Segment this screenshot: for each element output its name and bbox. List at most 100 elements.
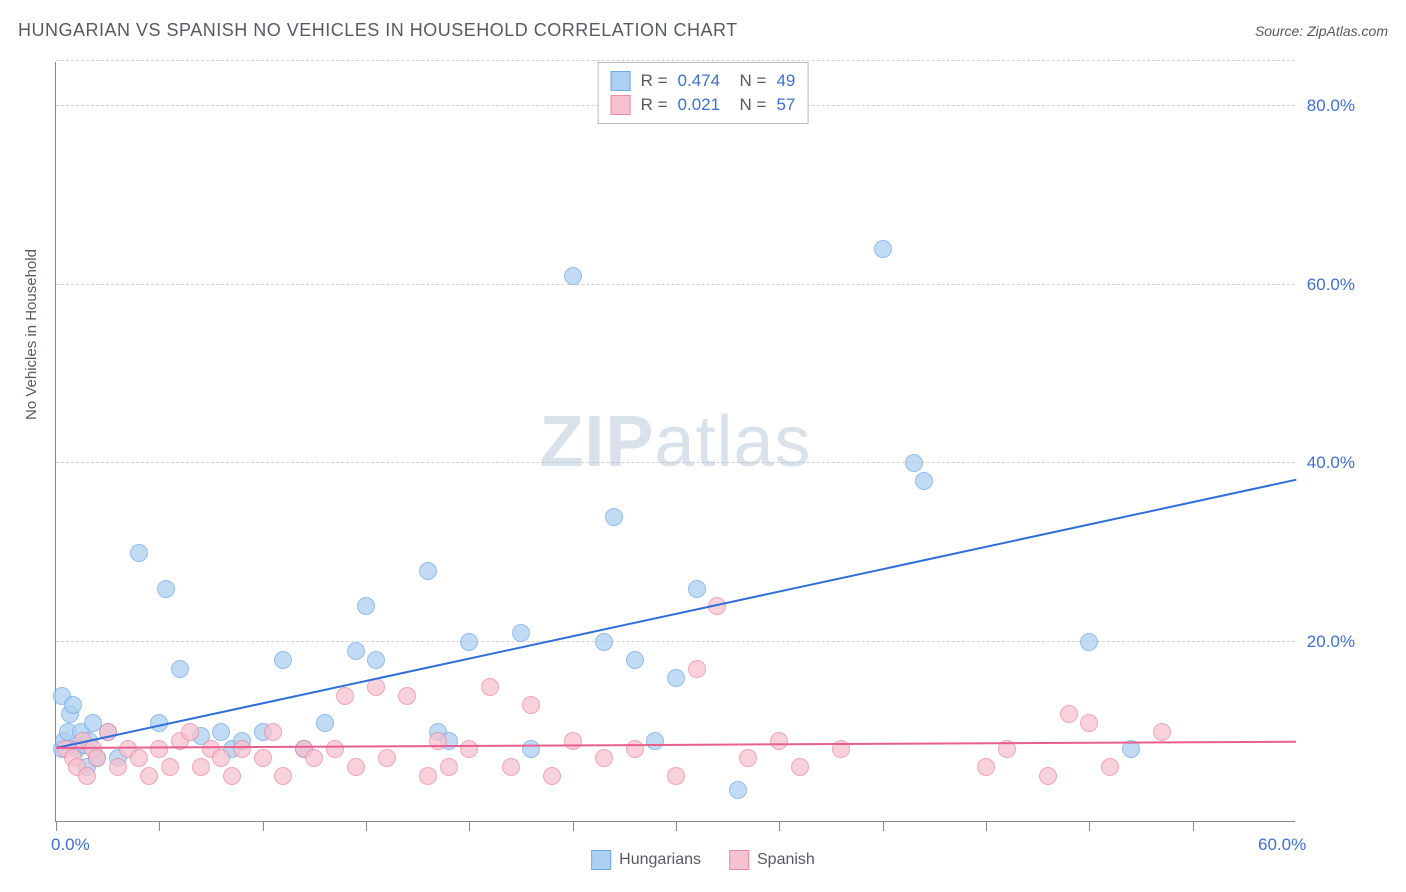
data-point — [481, 678, 499, 696]
legend-n-value: 57 — [776, 95, 795, 115]
x-tick — [1193, 821, 1194, 831]
x-tick — [573, 821, 574, 831]
data-point — [181, 723, 199, 741]
x-tick — [263, 821, 264, 831]
data-point — [264, 723, 282, 741]
data-point — [440, 758, 458, 776]
data-point — [791, 758, 809, 776]
data-point — [512, 624, 530, 642]
data-point — [316, 714, 334, 732]
legend-swatch — [591, 850, 611, 870]
data-point — [130, 544, 148, 562]
data-point — [212, 749, 230, 767]
x-tick — [676, 821, 677, 831]
gridline — [56, 60, 1295, 61]
data-point — [254, 749, 272, 767]
data-point — [564, 732, 582, 750]
data-point — [739, 749, 757, 767]
data-point — [274, 651, 292, 669]
legend-series-name: Hungarians — [619, 851, 701, 869]
data-point — [905, 454, 923, 472]
legend-swatch — [611, 95, 631, 115]
data-point — [419, 562, 437, 580]
legend-swatch — [729, 850, 749, 870]
data-point — [595, 633, 613, 651]
data-point — [543, 767, 561, 785]
data-point — [109, 758, 127, 776]
data-point — [1080, 714, 1098, 732]
x-tick — [883, 821, 884, 831]
data-point — [667, 669, 685, 687]
x-tick — [159, 821, 160, 831]
y-tick-label: 40.0% — [1307, 453, 1355, 473]
legend-r-label: R = — [641, 71, 668, 91]
data-point — [1153, 723, 1171, 741]
y-tick-label: 60.0% — [1307, 275, 1355, 295]
stats-legend: R =0.474N =49R =0.021N =57 — [598, 62, 809, 124]
x-tick — [779, 821, 780, 831]
data-point — [688, 660, 706, 678]
x-tick-label: 0.0% — [51, 835, 90, 855]
data-point — [326, 740, 344, 758]
chart-title: HUNGARIAN VS SPANISH NO VEHICLES IN HOUS… — [18, 20, 738, 41]
data-point — [398, 687, 416, 705]
data-point — [1039, 767, 1057, 785]
gridline — [56, 462, 1295, 463]
data-point — [140, 767, 158, 785]
data-point — [977, 758, 995, 776]
data-point — [78, 767, 96, 785]
y-tick-label: 80.0% — [1307, 96, 1355, 116]
data-point — [171, 660, 189, 678]
data-point — [522, 740, 540, 758]
data-point — [367, 651, 385, 669]
legend-item: Spanish — [729, 850, 815, 870]
data-point — [688, 580, 706, 598]
legend-swatch — [611, 71, 631, 91]
data-point — [502, 758, 520, 776]
data-point — [212, 723, 230, 741]
data-point — [233, 740, 251, 758]
data-point — [64, 696, 82, 714]
data-point — [130, 749, 148, 767]
data-point — [88, 749, 106, 767]
x-tick-label: 60.0% — [1258, 835, 1306, 855]
data-point — [223, 767, 241, 785]
legend-r-label: R = — [641, 95, 668, 115]
data-point — [347, 642, 365, 660]
gridline — [56, 284, 1295, 285]
data-point — [347, 758, 365, 776]
data-point — [667, 767, 685, 785]
data-point — [192, 758, 210, 776]
source-attribution: Source: ZipAtlas.com — [1255, 23, 1388, 39]
y-axis-label: No Vehicles in Household — [23, 249, 40, 420]
data-point — [874, 240, 892, 258]
data-point — [336, 687, 354, 705]
data-point — [522, 696, 540, 714]
data-point — [605, 508, 623, 526]
data-point — [595, 749, 613, 767]
data-point — [1060, 705, 1078, 723]
series-legend: Hungarians Spanish — [591, 850, 815, 870]
scatter-plot-area: ZIPatlas 20.0%40.0%60.0%80.0%0.0%60.0% — [55, 62, 1295, 822]
data-point — [150, 740, 168, 758]
data-point — [378, 749, 396, 767]
legend-series-name: Spanish — [757, 851, 815, 869]
legend-row: R =0.021N =57 — [611, 93, 796, 117]
data-point — [460, 633, 478, 651]
x-tick — [469, 821, 470, 831]
x-tick — [986, 821, 987, 831]
data-point — [646, 732, 664, 750]
data-point — [770, 732, 788, 750]
legend-r-value: 0.474 — [678, 71, 730, 91]
data-point — [357, 597, 375, 615]
trend-line — [56, 479, 1296, 749]
data-point — [305, 749, 323, 767]
data-point — [729, 781, 747, 799]
x-tick — [1089, 821, 1090, 831]
legend-n-label: N = — [740, 71, 767, 91]
legend-row: R =0.474N =49 — [611, 69, 796, 93]
x-tick — [366, 821, 367, 831]
legend-item: Hungarians — [591, 850, 701, 870]
x-tick — [56, 821, 57, 831]
legend-r-value: 0.021 — [678, 95, 730, 115]
